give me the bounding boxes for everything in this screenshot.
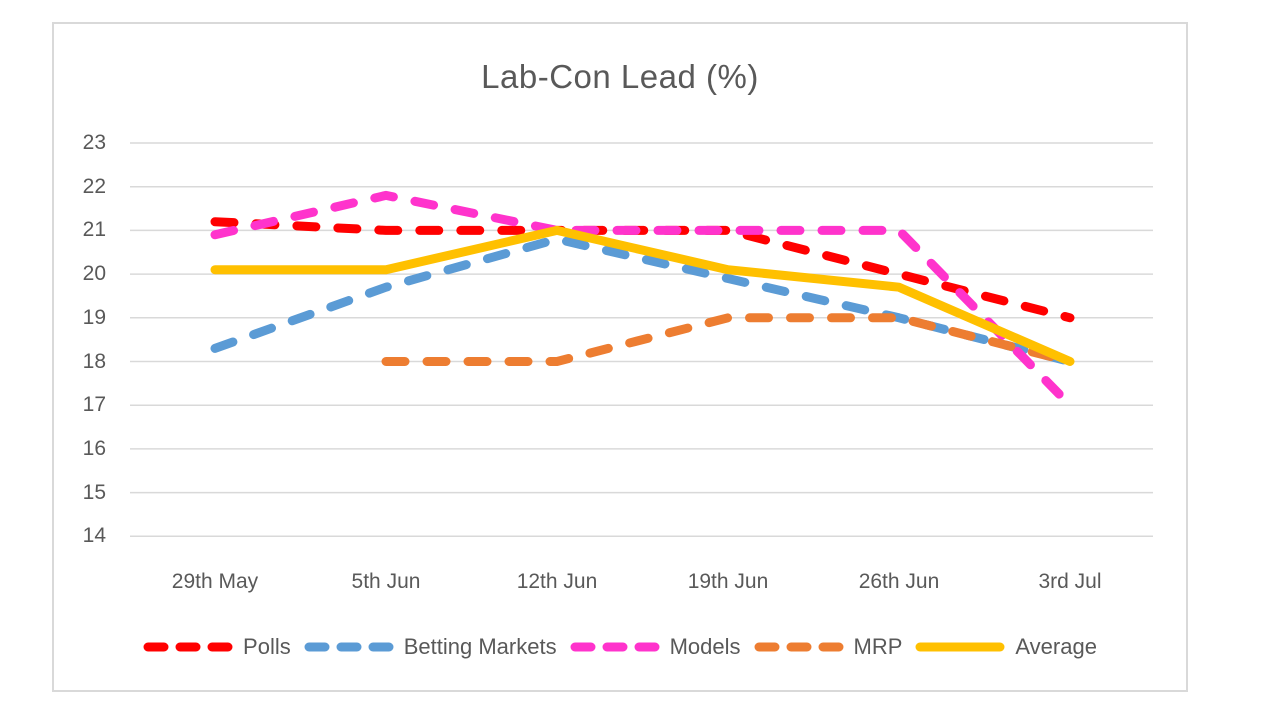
chart-title: Lab-Con Lead (%) [481, 58, 759, 95]
legend-item-polls: Polls [143, 634, 291, 660]
series-line-models [210, 190, 1075, 410]
series-line-average [210, 225, 1075, 366]
x-axis-label-19th-jun: 19th Jun [687, 570, 769, 593]
y-axis-label-21: 21 [82, 218, 106, 242]
legend-swatch-models [570, 642, 660, 652]
y-axis-label-14: 14 [82, 524, 106, 548]
y-axis-label-19: 19 [82, 305, 106, 329]
y-axis-label-15: 15 [82, 480, 106, 504]
legend-label-polls: Polls [243, 634, 291, 659]
legend-label-models: Models [669, 634, 741, 659]
legend-swatch-mrp [754, 642, 843, 652]
y-axis-label-23: 23 [82, 131, 106, 154]
plot-area [130, 142, 1153, 538]
legend-label-mrp: MRP [853, 634, 903, 659]
series-line-mrp [381, 313, 1075, 366]
y-axis-label-18: 18 [82, 349, 106, 373]
legend-item-mrp: MRP [754, 634, 903, 660]
y-axis-label-17: 17 [82, 393, 106, 417]
legend-label-betting-markets: Betting Markets [403, 634, 557, 659]
x-axis-label-5th-jun: 5th Jun [351, 570, 421, 593]
y-axis-label-16: 16 [82, 436, 106, 460]
x-axis-label-29th-may: 29th May [171, 570, 259, 593]
chart-frame: Lab-Con Lead (%) 23 22 21 20 19 18 17 16 15 14 29… [52, 22, 1188, 692]
y-axis-label-22: 22 [82, 174, 106, 198]
legend-item-betting-markets: Betting Markets [304, 634, 557, 660]
x-axis-label-26th-jun: 26th Jun [858, 570, 940, 593]
legend-label-average: Average [1015, 634, 1097, 659]
legend-swatch-polls [143, 642, 233, 652]
legend: Polls Betting Markets Models MRP Average [54, 634, 1186, 660]
series-line-polls [210, 217, 1075, 323]
legend-swatch-betting-markets [304, 642, 394, 652]
legend-item-models: Models [570, 634, 741, 660]
y-axis-label-20: 20 [82, 262, 106, 286]
legend-item-average: Average [915, 634, 1097, 660]
legend-swatch-average [915, 642, 1005, 652]
x-axis-label-12th-jun: 12th Jun [516, 570, 598, 593]
x-axis-label-3rd-jul: 3rd Jul [1038, 570, 1102, 593]
